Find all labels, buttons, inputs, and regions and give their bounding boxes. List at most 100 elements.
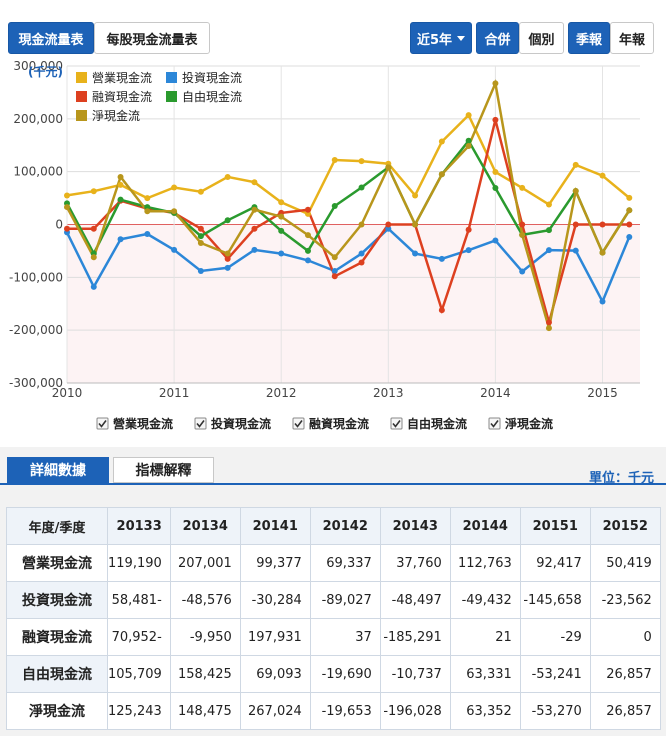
data-point bbox=[465, 247, 472, 254]
series-toggle-label: 淨現金流 bbox=[504, 416, 553, 431]
data-point bbox=[331, 273, 338, 280]
data-point bbox=[385, 164, 392, 171]
data-point bbox=[358, 250, 365, 257]
x-tick-label: 2013 bbox=[373, 386, 404, 400]
column-header: 20144 bbox=[449, 507, 521, 545]
data-point bbox=[304, 210, 311, 217]
table-cell: -48,497 bbox=[379, 581, 451, 619]
table-cell: 26,857 bbox=[589, 692, 661, 730]
legend-swatch bbox=[76, 110, 87, 121]
data-point bbox=[572, 188, 579, 195]
data-point bbox=[197, 225, 204, 232]
table-cell: 50,419 bbox=[589, 544, 661, 582]
combined-button[interactable]: 合併 bbox=[476, 22, 519, 54]
y-tick-label: -200,000 bbox=[9, 323, 63, 337]
quarterly-button[interactable]: 季報 bbox=[568, 22, 610, 54]
table-row: 投資現金流 -58,481 -48,576 -30,284 -89,027 -48,497… bbox=[6, 581, 661, 619]
cashflow-statement-tab-label: 現金流量表 bbox=[18, 32, 84, 48]
data-point bbox=[171, 208, 178, 215]
table-cell: -48,576 bbox=[169, 581, 241, 619]
row-header: 投資現金流 bbox=[6, 581, 108, 619]
data-point bbox=[492, 116, 499, 123]
data-point bbox=[117, 173, 124, 180]
data-point bbox=[465, 137, 472, 144]
table-cell: 99,377 bbox=[239, 544, 311, 582]
data-point bbox=[438, 171, 445, 178]
tab-detail-data[interactable]: 詳細數據 bbox=[7, 457, 109, 483]
check-mark-icon bbox=[196, 420, 205, 428]
tab-indicator-explanation[interactable]: 指標解釋 bbox=[113, 457, 214, 483]
table-row: 自由現金流 105,709 158,425 69,093 -19,690 -10,737 6… bbox=[6, 655, 661, 693]
data-point bbox=[278, 250, 285, 257]
cashflow-statement-tab[interactable]: 現金流量表 bbox=[8, 22, 94, 54]
data-point bbox=[278, 199, 285, 206]
data-point bbox=[331, 267, 338, 274]
data-point bbox=[64, 204, 70, 211]
data-point bbox=[197, 267, 204, 274]
table-cell: 37 bbox=[309, 618, 381, 656]
column-header: 20151 bbox=[519, 507, 591, 545]
table-cell: 63,352 bbox=[449, 692, 521, 730]
tab-underline bbox=[0, 483, 666, 485]
data-point bbox=[144, 204, 151, 211]
table-corner-header: 年度/季度 bbox=[6, 507, 108, 545]
table-cell: 105,709 bbox=[107, 655, 171, 693]
data-point bbox=[545, 227, 552, 234]
legend-label: 投資現金流 bbox=[182, 70, 242, 85]
table-cell: 0 bbox=[589, 618, 661, 656]
row-header: 淨現金流 bbox=[6, 692, 108, 730]
per-share-cashflow-tab[interactable]: 每股現金流量表 bbox=[94, 22, 210, 54]
table-cell: -23,562 bbox=[589, 581, 661, 619]
data-point bbox=[331, 203, 338, 210]
cashflow-data-table: 年度/季度 20133 20134 20141 20142 20143 20144 20151… bbox=[6, 507, 661, 730]
x-tick-label: 2014 bbox=[480, 386, 511, 400]
individual-button[interactable]: 個別 bbox=[519, 22, 564, 54]
data-point bbox=[465, 112, 472, 119]
legend-label: 淨現金流 bbox=[92, 108, 140, 123]
table-cell: -185,291 bbox=[379, 618, 451, 656]
data-point bbox=[545, 325, 552, 332]
period-dropdown[interactable]: 近5年 bbox=[410, 22, 472, 54]
series-toggle-label: 投資現金流 bbox=[211, 416, 271, 431]
tab-detail-data-label: 詳細數據 bbox=[30, 463, 86, 479]
data-point bbox=[545, 201, 552, 208]
chevron-down-icon bbox=[457, 35, 466, 41]
data-point bbox=[599, 298, 606, 305]
y-tick-label: -100,000 bbox=[9, 270, 63, 284]
combined-button-label: 合併 bbox=[484, 32, 511, 48]
data-point bbox=[492, 168, 499, 175]
data-point bbox=[465, 226, 472, 233]
data-point bbox=[171, 246, 178, 253]
legend-swatch bbox=[76, 91, 87, 102]
data-point bbox=[224, 264, 231, 271]
table-cell: 21 bbox=[449, 618, 521, 656]
data-point bbox=[278, 227, 285, 234]
data-point bbox=[519, 268, 526, 275]
checkbox-icon bbox=[96, 417, 109, 430]
table-cell: 69,093 bbox=[239, 655, 311, 693]
data-point bbox=[385, 221, 392, 228]
table-cell: -30,284 bbox=[239, 581, 311, 619]
table-cell: -53,241 bbox=[519, 655, 591, 693]
data-point bbox=[251, 206, 258, 213]
data-point bbox=[438, 255, 445, 262]
data-point bbox=[545, 319, 552, 326]
data-point bbox=[117, 181, 124, 188]
data-point bbox=[304, 257, 311, 264]
data-point bbox=[331, 157, 338, 164]
data-point bbox=[358, 184, 365, 191]
data-point bbox=[438, 307, 445, 314]
data-point bbox=[251, 225, 258, 232]
data-point bbox=[626, 221, 633, 228]
table-cell: -58,481 bbox=[107, 581, 171, 619]
annual-button[interactable]: 年報 bbox=[610, 22, 654, 54]
table-cell: 119,190 bbox=[107, 544, 171, 582]
row-header: 營業現金流 bbox=[6, 544, 108, 582]
data-point bbox=[224, 217, 231, 224]
column-header: 20143 bbox=[379, 507, 451, 545]
table-header-row: 年度/季度 20133 20134 20141 20142 20143 20144 20151… bbox=[6, 507, 661, 545]
legend-label: 營業現金流 bbox=[92, 70, 152, 85]
data-point bbox=[64, 192, 70, 199]
x-tick-label: 2011 bbox=[159, 386, 190, 400]
